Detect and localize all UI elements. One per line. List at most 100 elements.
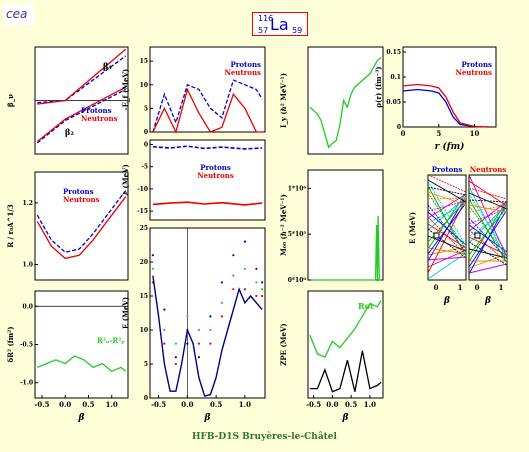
- level-line: [468, 198, 508, 264]
- level-line: [468, 241, 508, 266]
- y-axis-label: E (MeV): [408, 212, 417, 244]
- y-tick-label: -1.0: [20, 380, 33, 387]
- x-tick-label: 1: [499, 283, 504, 292]
- series-line: [152, 145, 263, 150]
- proton-number: 57: [258, 26, 269, 35]
- legend-neutrons: Neutrons: [63, 195, 100, 204]
- level-marker: [433, 232, 440, 239]
- energy-dot: [243, 240, 246, 243]
- level-marker: [474, 232, 481, 239]
- x-tick-label: 0.5: [82, 400, 94, 409]
- x-axis-label: r (fm): [435, 141, 465, 152]
- x-tick-label: 0: [401, 129, 406, 138]
- series-line: [309, 215, 382, 281]
- y-tick-label: 0.1: [391, 74, 401, 81]
- y-tick-label: 1.0: [23, 262, 33, 269]
- level-line: [468, 210, 508, 237]
- x-tick-label: 0: [434, 283, 439, 292]
- level-line: [468, 204, 508, 213]
- energy-dot: [232, 288, 235, 291]
- legend-neutrons: Neutrons: [197, 171, 234, 180]
- energy-dot: [197, 342, 200, 345]
- y-axis-label: ρ(r) (fm⁻³): [374, 66, 383, 107]
- energy-dot: [220, 301, 223, 304]
- energy-dot: [220, 281, 223, 284]
- energy-dot: [163, 328, 166, 332]
- energy-dot: [197, 356, 200, 359]
- energy-dot: [255, 294, 258, 298]
- x-tick-label: -0.5: [306, 400, 321, 409]
- energy-dot: [232, 254, 235, 257]
- y-tick-label: 0.15: [386, 49, 401, 56]
- x-tick-label: 1.0: [364, 400, 376, 409]
- nucleus-label: 116 La 57 59: [252, 12, 308, 36]
- energy-dot: [209, 315, 212, 318]
- energy-dot: [151, 267, 154, 270]
- energy-dot: [255, 267, 258, 270]
- y-tick-label: -0.5: [20, 342, 33, 349]
- level-line: [468, 263, 508, 274]
- x-tick-label: 0.5: [345, 400, 357, 409]
- x-axis-label: β: [78, 413, 85, 423]
- y-tick-label: 25: [140, 225, 148, 232]
- energy-dot: [243, 267, 246, 270]
- rot-label: Rot: [358, 301, 374, 311]
- y-tick-label: 10: [140, 82, 148, 89]
- energy-dot: [163, 342, 166, 345]
- legend-neutrons: Neutrons: [81, 114, 118, 123]
- rot-line: [309, 300, 382, 358]
- y-tick-label: -15: [137, 208, 148, 215]
- levels-title: Protons: [432, 165, 463, 174]
- y-axis-label: λ (MeV): [121, 164, 130, 196]
- cea-logo: cea: [4, 3, 34, 25]
- energy-dot: [243, 288, 246, 291]
- levels-title: Neutrons: [470, 165, 507, 174]
- x-tick-label: 1.0: [239, 400, 251, 409]
- series-label: R²ₙ-R²ₚ: [97, 336, 125, 345]
- energy-dot: [151, 254, 154, 257]
- lambda-frame: [149, 139, 266, 221]
- beta2-label: β₂: [65, 127, 74, 137]
- legend-protons: Protons: [81, 106, 112, 115]
- energy-dot: [174, 362, 177, 366]
- x-tick-label: 0.0: [326, 400, 338, 409]
- energy-dot: [232, 274, 235, 277]
- series-line: [309, 57, 382, 149]
- beta4-label: β₄: [103, 61, 112, 71]
- x-tick-label: -0.5: [34, 400, 49, 409]
- inertia-frame: [307, 46, 384, 155]
- x-axis-label: β: [204, 413, 211, 423]
- level-line: [427, 256, 467, 261]
- levels-frame: [468, 174, 508, 281]
- level-line: [468, 180, 508, 207]
- legend-protons: Protons: [200, 163, 231, 172]
- y-axis-label: E (MeV): [121, 297, 130, 329]
- series-line: [36, 196, 127, 260]
- m00-frame: [307, 169, 384, 281]
- y-tick-label: 0*10⁰: [288, 277, 307, 284]
- neutron-number: 59: [292, 26, 303, 35]
- energy-dot: [220, 315, 223, 318]
- y-tick-label: 0: [144, 395, 148, 402]
- y-tick-label: 0: [144, 141, 148, 148]
- energy-dot: [261, 288, 264, 291]
- mass-number: 116: [258, 14, 274, 23]
- x-tick-label: 5: [436, 129, 441, 138]
- x-tick-label: -0.5: [151, 400, 166, 409]
- energy-line: [152, 275, 263, 397]
- level-line: [468, 229, 508, 263]
- y-axis-label: I_y (ℏ² MeV⁻¹): [279, 73, 288, 128]
- y-axis-label: M₀₀ (ℏ⁻² MeV⁻¹): [279, 194, 288, 256]
- y-tick-label: 5*10⁵: [288, 231, 307, 238]
- y-tick-label: 0: [144, 129, 148, 136]
- series-line: [402, 83, 489, 128]
- energy-dot: [186, 342, 189, 345]
- q-line: [309, 350, 382, 393]
- y-tick-label: 15: [140, 58, 148, 65]
- x-axis-label: β: [443, 296, 450, 306]
- series-line: [152, 201, 263, 206]
- x-tick-label: 0: [475, 283, 480, 292]
- series-line: [36, 86, 127, 143]
- y-tick-label: -5: [141, 164, 148, 171]
